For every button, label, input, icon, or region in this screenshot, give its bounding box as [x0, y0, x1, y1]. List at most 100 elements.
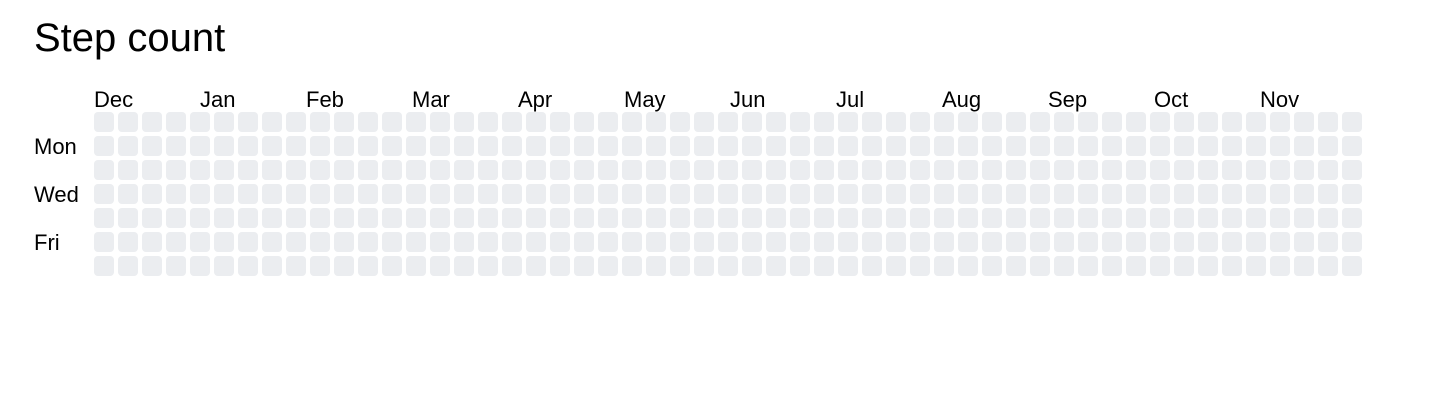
heatmap-cell	[622, 256, 642, 276]
heatmap-cell	[670, 256, 690, 276]
heatmap-cell	[958, 136, 978, 156]
heatmap-cell	[1270, 112, 1290, 132]
heatmap-cell	[934, 112, 954, 132]
heatmap-cell	[958, 160, 978, 180]
heatmap-cell	[670, 208, 690, 228]
heatmap-cell	[214, 208, 234, 228]
heatmap-cell	[910, 112, 930, 132]
heatmap-cell	[166, 136, 186, 156]
heatmap-cell	[790, 136, 810, 156]
heatmap-cell	[550, 232, 570, 252]
heatmap-cell	[718, 208, 738, 228]
heatmap-cell	[1030, 232, 1050, 252]
heatmap-cell	[670, 112, 690, 132]
heatmap-cell	[166, 112, 186, 132]
month-label-oct: Oct	[1154, 87, 1188, 112]
heatmap-cell	[934, 184, 954, 204]
heatmap-cell	[862, 136, 882, 156]
heatmap-cell	[1294, 160, 1314, 180]
heatmap-cell	[1198, 256, 1218, 276]
heatmap-cell	[598, 208, 618, 228]
month-label-jun: Jun	[730, 87, 765, 112]
heatmap-cell	[502, 160, 522, 180]
heatmap-cell	[478, 136, 498, 156]
heatmap-cell	[382, 160, 402, 180]
heatmap-cell	[430, 256, 450, 276]
heatmap-cell	[1198, 184, 1218, 204]
heatmap-cell	[94, 112, 114, 132]
heatmap-cell	[382, 112, 402, 132]
heatmap-cell	[574, 184, 594, 204]
heatmap-cell	[886, 184, 906, 204]
heatmap-cell	[646, 256, 666, 276]
heatmap-cell	[262, 232, 282, 252]
heatmap-cell	[310, 160, 330, 180]
heatmap-cell	[1078, 136, 1098, 156]
heatmap-cell	[118, 208, 138, 228]
heatmap-cell	[334, 208, 354, 228]
heatmap-cell	[622, 160, 642, 180]
heatmap-cell	[1030, 160, 1050, 180]
heatmap-cell	[694, 112, 714, 132]
heatmap-cell	[286, 112, 306, 132]
heatmap-cell	[958, 184, 978, 204]
heatmap-cells	[94, 112, 1362, 276]
heatmap-cell	[1078, 208, 1098, 228]
heatmap-cell	[646, 184, 666, 204]
heatmap-cell	[1150, 136, 1170, 156]
heatmap-cell	[1102, 208, 1122, 228]
weekday-label-wed: Wed	[34, 182, 79, 207]
heatmap-cell	[526, 136, 546, 156]
heatmap-cell	[430, 232, 450, 252]
heatmap-cell	[166, 184, 186, 204]
heatmap-cell	[214, 232, 234, 252]
heatmap-cell	[1222, 112, 1242, 132]
heatmap-cell	[190, 232, 210, 252]
heatmap-cell	[118, 136, 138, 156]
heatmap-cell	[1174, 112, 1194, 132]
heatmap-cell	[862, 184, 882, 204]
heatmap-cell	[1198, 112, 1218, 132]
heatmap-cell	[1222, 136, 1242, 156]
heatmap-cell	[142, 136, 162, 156]
heatmap-cell	[1174, 208, 1194, 228]
heatmap-cell	[694, 160, 714, 180]
heatmap-cell	[142, 184, 162, 204]
heatmap-cell	[1294, 184, 1314, 204]
heatmap-cell	[694, 256, 714, 276]
heatmap-cell	[886, 232, 906, 252]
heatmap-cell	[190, 256, 210, 276]
heatmap-cell	[502, 112, 522, 132]
heatmap-cell	[814, 232, 834, 252]
heatmap-cell	[526, 184, 546, 204]
heatmap-cell	[1078, 160, 1098, 180]
heatmap-cell	[550, 208, 570, 228]
heatmap-cell	[814, 208, 834, 228]
heatmap-cell	[238, 136, 258, 156]
heatmap-cell	[934, 256, 954, 276]
weekday-label-mon: Mon	[34, 134, 77, 159]
heatmap-cell	[1270, 256, 1290, 276]
heatmap-cell	[574, 160, 594, 180]
heatmap-cell	[1078, 184, 1098, 204]
month-label-apr: Apr	[518, 87, 552, 112]
heatmap-cell	[190, 160, 210, 180]
heatmap-cell	[766, 184, 786, 204]
heatmap-cell	[358, 136, 378, 156]
heatmap-cell	[1342, 112, 1362, 132]
heatmap-cell	[310, 208, 330, 228]
heatmap-cell	[1174, 160, 1194, 180]
heatmap-cell	[742, 256, 762, 276]
heatmap-cell	[814, 184, 834, 204]
heatmap-cell	[742, 136, 762, 156]
heatmap-cell	[238, 184, 258, 204]
heatmap-cell	[334, 232, 354, 252]
heatmap-cell	[238, 232, 258, 252]
month-label-mar: Mar	[412, 87, 450, 112]
heatmap-cell	[526, 232, 546, 252]
heatmap-cell	[142, 112, 162, 132]
heatmap-cell	[478, 256, 498, 276]
heatmap-cell	[118, 232, 138, 252]
heatmap-cell	[1318, 232, 1338, 252]
heatmap-cell	[862, 160, 882, 180]
